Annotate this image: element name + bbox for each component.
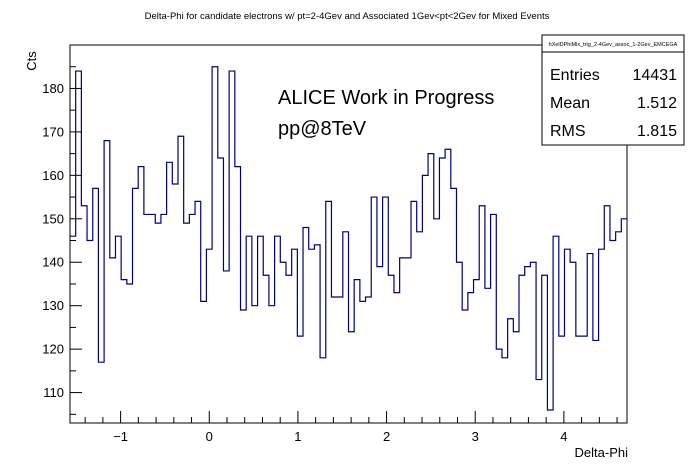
x-tick-label: 2 [383,429,390,444]
y-tick-label: 110 [43,385,64,400]
stats-entries-label: Entries [550,67,600,84]
stats-mean-label: Mean [550,95,590,112]
stats-box-frame [541,34,685,146]
annotation-line1: ALICE Work in Progress [278,87,494,109]
y-tick-label: 140 [42,255,64,270]
plot-frame [69,44,628,424]
stats-entries-value: 14431 [633,67,678,84]
x-axis-label: Delta-Phi [575,445,629,460]
stats-box: hXelDPhiMix_trig_2-4Gev_assoc_1-2Gev_EMC… [541,34,685,146]
y-tick-label: 150 [42,211,64,226]
chart-title: Delta-Phi for candidate electrons w/ pt=… [145,11,550,22]
stats-mean-value: 1.512 [637,95,677,112]
x-tick-label: 3 [472,429,479,444]
y-tick-label: 170 [42,124,64,139]
y-tick-label: 120 [42,342,64,357]
x-tick-label: 1 [294,429,301,444]
y-axis-label: Cts [24,51,39,71]
x-tick-label: 4 [560,429,567,444]
histogram-series [70,66,627,411]
x-tick-label: −1 [113,429,128,444]
y-tick-label: 160 [42,168,64,183]
x-tick-label: 0 [206,429,213,444]
stats-rms-label: RMS [550,123,586,140]
y-tick-label: 130 [42,298,64,313]
y-tick-label: 180 [42,81,64,96]
x-axis: −1 0 1 2 3 4 [84,411,618,444]
stats-box-name: hXelDPhiMix_trig_2-4Gev_assoc_1-2Gev_EMC… [549,42,678,48]
annotation-line2: pp@8TeV [278,118,367,140]
y-axis: 110 120 130 140 150 160 170 180 [42,44,82,415]
stats-rms-value: 1.815 [637,123,677,140]
